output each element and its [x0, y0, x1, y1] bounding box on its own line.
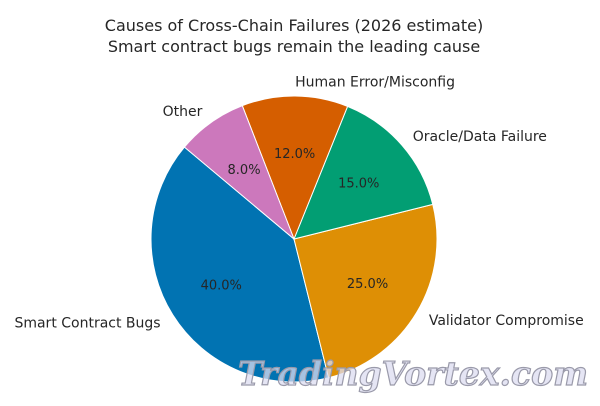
pie-slice — [293, 203, 438, 379]
slice-label: Human Error/Misconfig — [295, 75, 455, 91]
chart-subtitle: Smart contract bugs remain the leading c… — [108, 37, 480, 56]
pie-slice — [241, 95, 349, 241]
pie-slice — [293, 105, 434, 240]
slice-percent-label: 12.0% — [274, 147, 315, 162]
slice-percent-label: 8.0% — [228, 163, 261, 178]
watermark: TradingVortex.com — [238, 354, 588, 393]
pie-slice — [150, 146, 330, 383]
slice-label: Other — [163, 104, 203, 120]
slice-percent-label: 25.0% — [347, 277, 388, 292]
slice-percent-label: 15.0% — [338, 177, 379, 192]
pie-slice — [183, 105, 295, 240]
chart-title: Causes of Cross-Chain Failures (2026 est… — [105, 16, 483, 35]
slice-label: Validator Compromise — [429, 313, 584, 329]
slice-percent-label: 40.0% — [201, 278, 242, 293]
slice-label: Smart Contract Bugs — [14, 315, 160, 331]
slice-label: Oracle/Data Failure — [413, 129, 547, 145]
